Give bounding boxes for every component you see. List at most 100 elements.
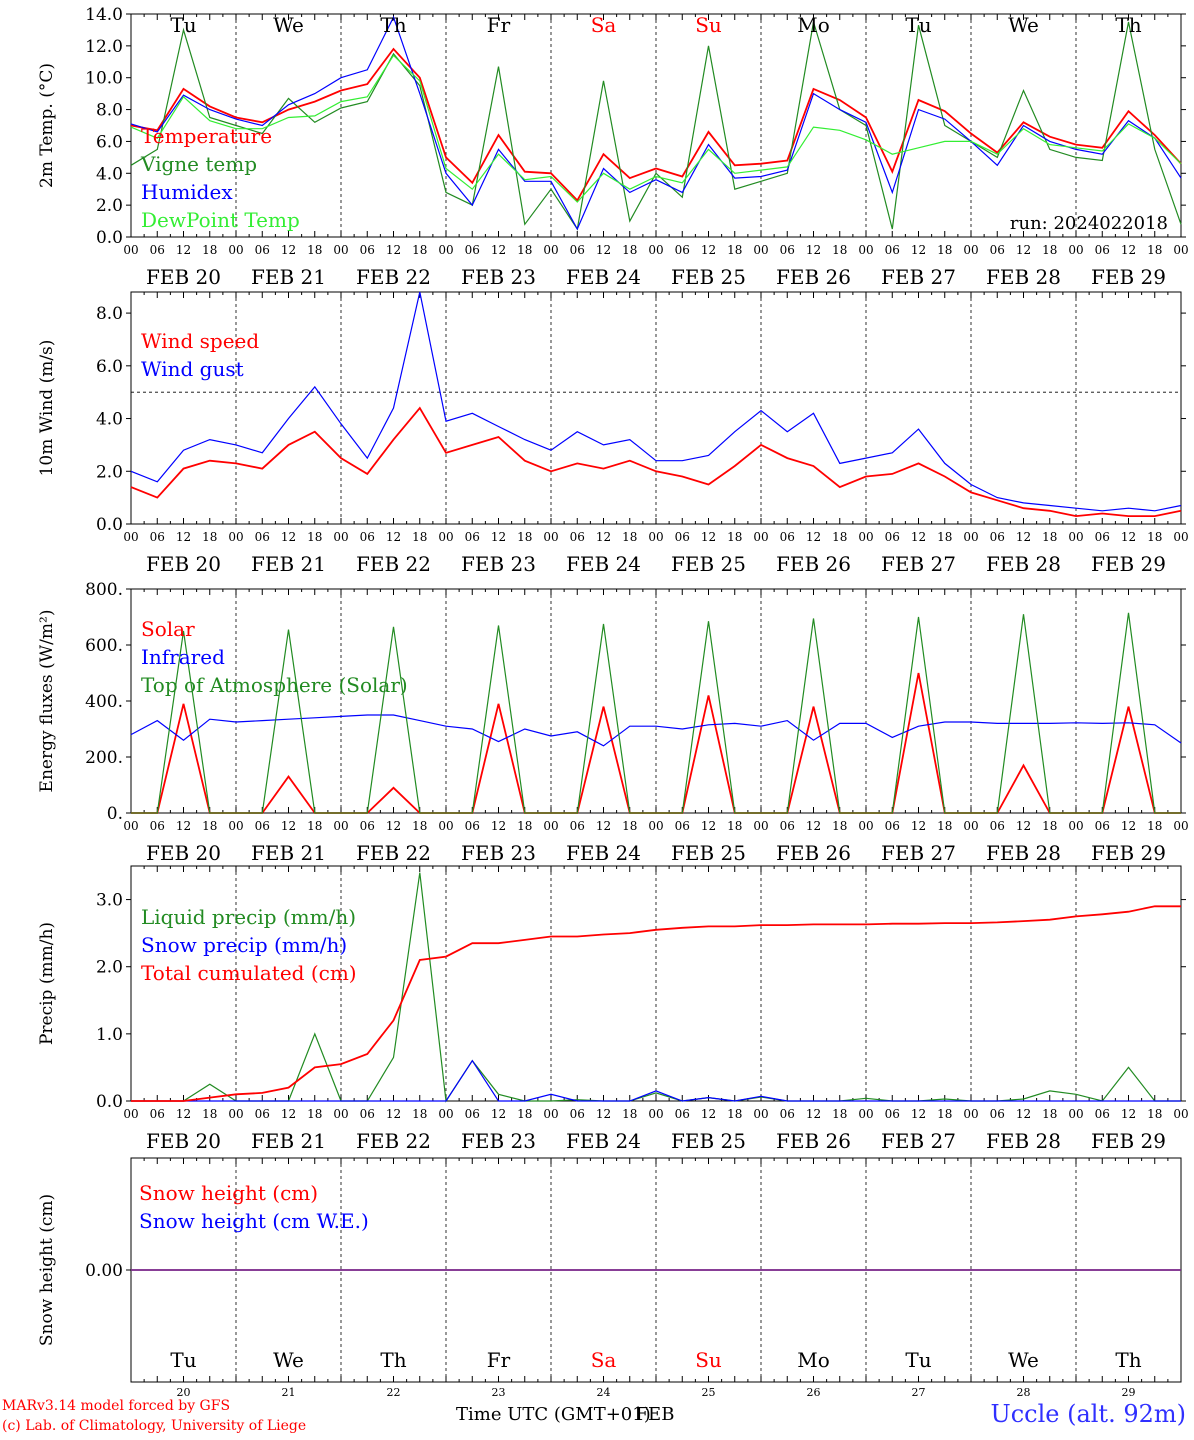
y-tick-label: 3.0 (96, 891, 123, 911)
hour-label: 00 (963, 819, 978, 833)
hour-label: 18 (412, 243, 427, 257)
series-line-4 (130, 54, 1182, 203)
station-label: Uccle (alt. 92m) (990, 1400, 1186, 1428)
y-tick-label: 0. (107, 804, 123, 824)
date-label: FEB 22 (356, 841, 431, 865)
hour-label: 18 (202, 243, 217, 257)
hour-label: 12 (491, 243, 506, 257)
hour-label: 18 (937, 530, 952, 544)
date-label: FEB 25 (671, 552, 746, 576)
hour-label: 00 (648, 819, 663, 833)
y-tick-label: 12.0 (85, 37, 123, 57)
hour-label: 18 (832, 243, 847, 257)
legend-entry: Vigne temp (140, 152, 257, 176)
hour-label: 12 (1016, 1107, 1031, 1121)
hour-label: 12 (491, 819, 506, 833)
hour-label: 18 (1147, 243, 1162, 257)
series-line-3 (131, 905, 1181, 1102)
y-tick-label: 8.0 (96, 101, 123, 121)
hour-label: 06 (465, 530, 480, 544)
hour-label: 12 (491, 530, 506, 544)
date-number: 21 (282, 1386, 296, 1399)
y-tick-label: 0.0 (96, 1092, 123, 1112)
hour-label: 00 (438, 819, 453, 833)
date-label: FEB 27 (881, 841, 956, 865)
day-name: We (273, 1348, 304, 1372)
run-annotation: run: 2024022018 (1010, 213, 1168, 234)
date-label: FEB 25 (671, 265, 746, 289)
hour-label: 00 (438, 243, 453, 257)
hour-label: 18 (727, 530, 742, 544)
day-name: Th (380, 1348, 406, 1372)
date-label: FEB 20 (146, 552, 221, 576)
hour-label: 18 (307, 243, 322, 257)
y-tick-label: 600. (85, 636, 123, 656)
hour-label: 12 (596, 1107, 611, 1121)
hour-label: 06 (780, 1107, 795, 1121)
hour-label: 18 (937, 819, 952, 833)
hour-label: 00 (1068, 819, 1083, 833)
hour-label: 06 (990, 1107, 1005, 1121)
hour-label: 06 (360, 1107, 375, 1121)
hour-label: 18 (1042, 530, 1057, 544)
day-name: We (1008, 13, 1039, 37)
date-number: 23 (492, 1386, 506, 1399)
hour-label: 00 (1173, 819, 1188, 833)
hour-label: 18 (622, 243, 637, 257)
hour-label: 06 (465, 243, 480, 257)
hour-label: 00 (963, 1107, 978, 1121)
y-axis-label: 10m Wind (m/s) (37, 340, 57, 477)
hour-label: 18 (832, 1107, 847, 1121)
hour-label: 12 (701, 819, 716, 833)
y-tick-label: 800. (85, 580, 123, 600)
hour-label: 12 (911, 530, 926, 544)
hour-label: 18 (832, 819, 847, 833)
y-tick-label: 14.0 (85, 5, 123, 25)
date-label: FEB 22 (356, 552, 431, 576)
hour-label: 00 (228, 530, 243, 544)
date-number: 28 (1017, 1386, 1031, 1399)
hour-label: 00 (438, 1107, 453, 1121)
hour-label: 12 (1016, 530, 1031, 544)
hour-label: 06 (570, 243, 585, 257)
hour-label: 12 (1121, 1107, 1136, 1121)
hour-label: 06 (675, 243, 690, 257)
time-axis-label: Time UTC (GMT+01) (456, 1404, 651, 1425)
date-number: 25 (702, 1386, 716, 1399)
hour-label: 00 (858, 530, 873, 544)
hour-label: 18 (412, 530, 427, 544)
y-tick-label: 8.0 (96, 304, 123, 324)
hour-label: 00 (123, 1107, 138, 1121)
hour-label: 00 (648, 530, 663, 544)
date-label: FEB 21 (251, 841, 326, 865)
hour-label: 12 (806, 243, 821, 257)
hour-label: 12 (1016, 819, 1031, 833)
y-tick-label: 6.0 (96, 132, 123, 152)
series-line-1 (131, 872, 1181, 1103)
date-label: FEB 29 (1091, 552, 1166, 576)
y-tick-label: 1.0 (96, 1025, 123, 1045)
date-label: FEB 28 (986, 1129, 1061, 1153)
hour-label: 06 (780, 243, 795, 257)
hour-label: 18 (832, 530, 847, 544)
date-label: FEB 20 (146, 265, 221, 289)
legend-entry: Total cumulated (cm) (141, 961, 357, 985)
date-label: FEB 28 (986, 552, 1061, 576)
day-name: Th (1115, 1348, 1141, 1372)
legend-entry: Wind speed (141, 329, 259, 353)
hour-label: 06 (360, 819, 375, 833)
hour-label: 18 (202, 1107, 217, 1121)
date-label: FEB 29 (1091, 1129, 1166, 1153)
date-label: FEB 24 (566, 841, 641, 865)
hour-label: 06 (675, 530, 690, 544)
legend-entry: Humidex (141, 180, 233, 204)
hour-label: 18 (412, 819, 427, 833)
date-number: 20 (177, 1386, 191, 1399)
date-label: FEB 26 (776, 841, 851, 865)
hour-label: 18 (937, 243, 952, 257)
y-tick-label: 2.0 (96, 196, 123, 216)
y-tick-label: 200. (85, 748, 123, 768)
hour-label: 00 (123, 819, 138, 833)
series-line-3 (130, 15, 1182, 231)
